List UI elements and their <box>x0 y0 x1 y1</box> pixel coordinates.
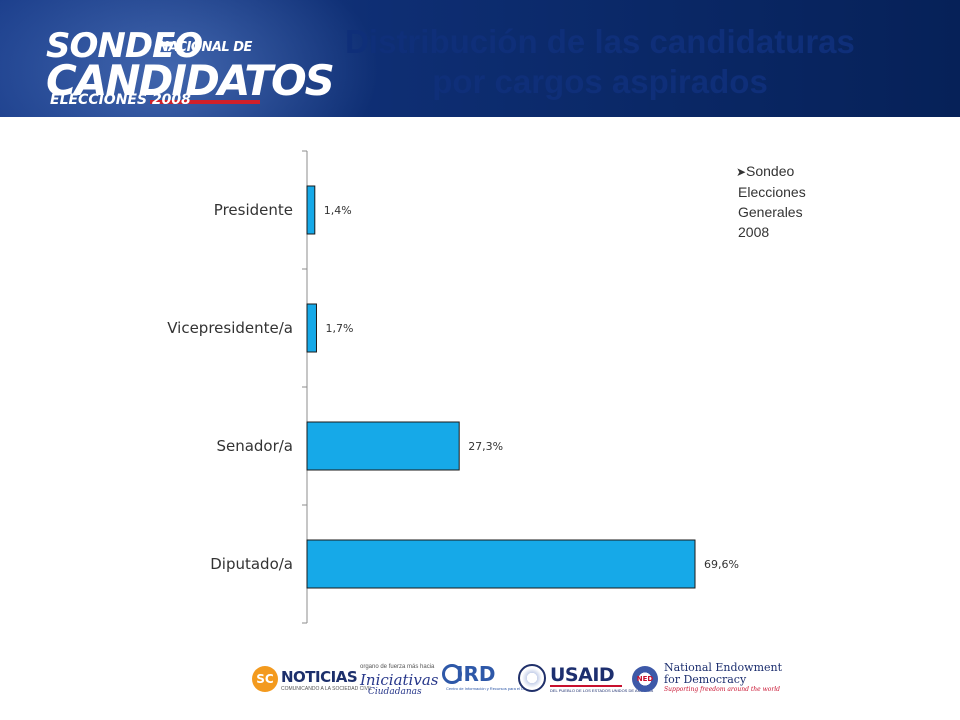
category-label: Diputado/a <box>210 555 293 573</box>
ned-line2: for Democracy <box>664 673 747 686</box>
note-line-2: Elecciones <box>738 184 806 200</box>
sc-text: NOTICIAS <box>281 668 358 686</box>
ned-logo: NED National Endowment for Democracy Sup… <box>632 658 782 700</box>
bar-presidente <box>306 185 316 235</box>
arrow-bullet-icon: ➤ <box>736 165 747 179</box>
ned-line1: National Endowment <box>664 661 783 674</box>
title-line1: Distribución de las candidaturas <box>345 23 855 60</box>
logo-line1: SONDEO <box>46 26 203 66</box>
ird-circle-icon <box>442 664 462 684</box>
value-label: 69,6% <box>704 558 739 571</box>
sc-mark: SC <box>252 666 278 692</box>
value-label: 1,4% <box>324 204 352 217</box>
logo-line2: CANDIDATOS <box>46 56 335 105</box>
logo-stripe <box>150 100 260 104</box>
bar-vicepresidente-a <box>306 303 317 353</box>
ned-tagline: Supporting freedom around the world <box>664 686 780 693</box>
sc-noticias-logo: SC NOTICIAS COMUNICANDO A LA SOCIEDAD CI… <box>252 658 372 700</box>
title-line2: por cargos aspirados <box>432 63 768 100</box>
usaid-sub: DEL PUEBLO DE LOS ESTADOS UNIDOS DE AMÉR… <box>550 688 654 693</box>
ird-logo: IRD Centro de Información y Recursos par… <box>442 658 539 700</box>
ird-sub: Centro de Información y Recursos para el… <box>446 686 540 691</box>
sondeo-logo: SONDEO NACIONAL DE CANDIDATOS ELECCIONES… <box>40 18 335 110</box>
ic-sub: Ciudadanas <box>368 687 422 697</box>
logo-line3: ELECCIONES 2008 <box>50 92 191 108</box>
note-line-3: Generales <box>738 204 803 220</box>
category-label: Vicepresidente/a <box>167 319 293 337</box>
page-title: Distribución de las candidaturas por car… <box>300 22 900 102</box>
value-label: 1,7% <box>325 322 353 335</box>
usaid-text: USAID <box>550 664 615 686</box>
header-banner: SONDEO NACIONAL DE CANDIDATOS ELECCIONES… <box>0 0 960 117</box>
category-label: Senador/a <box>216 437 293 455</box>
bar-diputado-a <box>306 539 696 589</box>
note-line-1-text: Sondeo <box>746 163 795 179</box>
sponsor-logos: SC NOTICIAS COMUNICANDO A LA SOCIEDAD CI… <box>250 658 782 700</box>
ic-small: organo de fuerza más hacia <box>360 664 435 670</box>
sc-sub: COMUNICANDO A LA SOCIEDAD CIVIL <box>281 686 373 692</box>
note-line-1: ➤Sondeo <box>736 161 848 182</box>
usaid-logo: USAID DEL PUEBLO DE LOS ESTADOS UNIDOS D… <box>518 658 653 700</box>
note-line-4: 2008 <box>738 224 770 240</box>
iniciativas-ciudadanas-logo: organo de fuerza más hacia Iniciativas C… <box>360 658 439 700</box>
ned-text: National Endowment for Democracy <box>664 662 782 686</box>
header-glow <box>0 0 380 117</box>
logo-line1-small: NACIONAL DE <box>158 40 252 55</box>
ned-mark: NED <box>632 666 658 692</box>
ird-text: IRD <box>456 662 496 686</box>
ic-big: Iniciativas <box>360 671 439 689</box>
usaid-seal-icon <box>518 664 546 692</box>
category-label: Presidente <box>214 201 293 219</box>
source-note: ➤Sondeo Elecciones Generales 2008 <box>736 161 848 242</box>
value-label: 27,3% <box>468 440 503 453</box>
bar-chart: Presidente 1,4% Vicepresidente/a 1,7% Senado… <box>167 150 739 624</box>
usaid-bar <box>550 685 622 687</box>
bar-senador-a <box>306 421 460 471</box>
